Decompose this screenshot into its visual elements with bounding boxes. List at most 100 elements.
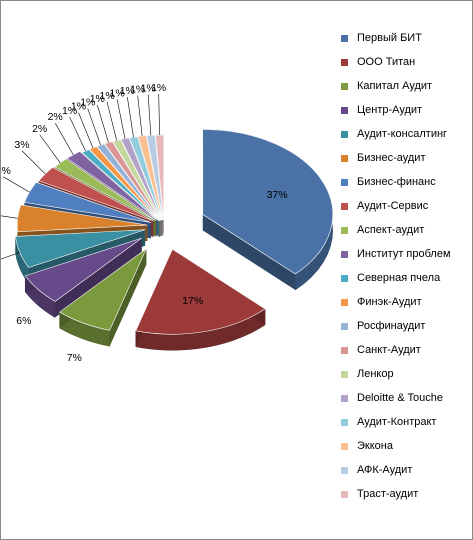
legend-swatch — [341, 491, 348, 498]
legend-label: Капитал Аудит — [357, 80, 433, 92]
legend-item: Финэк-Аудит — [341, 295, 471, 319]
slice-percent-label: 4% — [1, 165, 11, 177]
pie-slice-ооо-титан — [135, 248, 266, 335]
leader-line — [106, 101, 117, 141]
legend-item: Санкт-Аудит — [341, 343, 471, 367]
slice-percent-label: 1% — [141, 83, 156, 95]
pie-slice-финэк-аудит — [88, 146, 160, 222]
leader-line — [158, 94, 160, 136]
legend-label: Северная пчела — [357, 272, 441, 284]
slice-percent-label: 1% — [120, 85, 135, 97]
legend-swatch — [341, 419, 348, 426]
slice-percent-label: 1% — [151, 82, 166, 94]
legend-swatch — [341, 203, 348, 210]
legend-label: Росфинаудит — [357, 320, 426, 332]
legend-item: Аудит-Контракт — [341, 415, 471, 439]
legend-item: Аудит-консалтинг — [341, 127, 471, 151]
slice-tops — [15, 129, 334, 335]
legend-item: Капитал Аудит — [341, 79, 471, 103]
legend-swatch — [341, 371, 348, 378]
slice-labels: 37%17%7%6%6%5%4%3%2%2%1%1%1%1%1%1%1%1%1%… — [1, 82, 288, 364]
leader-line — [116, 99, 126, 139]
slice-percent-label: 1% — [100, 90, 115, 102]
legend-item: Эккона — [341, 439, 471, 463]
pie-slice-санкт-аудит — [104, 141, 161, 221]
pie-slice-аспект-аудит — [54, 158, 156, 221]
legend-item: Росфинаудит — [341, 319, 471, 343]
leader-line — [87, 108, 101, 146]
slice-percent-label: 1% — [130, 84, 145, 96]
legend-item: Аудит-Сервис — [341, 199, 471, 223]
slice-percent-label: 3% — [14, 139, 29, 151]
legend-item: Бизнес-аудит — [341, 151, 471, 175]
legend-item: ООО Титан — [341, 55, 471, 79]
pie-slice-институт-проблем — [66, 151, 158, 221]
legend-label: Первый БИТ — [357, 32, 422, 44]
legend-label: Аудит-Контракт — [357, 416, 437, 428]
slice-percent-label: 1% — [110, 87, 125, 99]
legend-label: Бизнес-аудит — [357, 152, 426, 164]
leader-line — [137, 95, 143, 137]
legend-item: Институт проблем — [341, 247, 471, 271]
legend-label: АФК-Аудит — [357, 464, 413, 476]
legend-label: ООО Титан — [357, 56, 416, 68]
slice-percent-label: 7% — [67, 352, 82, 364]
slice-percent-label: 6% — [16, 315, 31, 327]
legend-label: Санкт-Аудит — [357, 344, 421, 356]
pie-slice-аудит-сервис — [38, 167, 154, 222]
pie-slice-аудит-консалтинг — [15, 229, 146, 268]
legend-swatch — [341, 299, 348, 306]
legend-swatch — [341, 323, 348, 330]
slice-percent-label: 2% — [48, 111, 63, 123]
legend-swatch — [341, 107, 348, 114]
pie-slice-wall — [202, 214, 296, 291]
legend-item: Аспект-аудит — [341, 223, 471, 247]
pie-slice-центр-аудит — [24, 237, 142, 302]
legend-item: Северная пчела — [341, 271, 471, 295]
leader-line — [147, 94, 152, 136]
legend-item: Deloitte & Touche — [341, 391, 471, 415]
legend-swatch — [341, 131, 348, 138]
legend-swatch — [341, 227, 348, 234]
slice-percent-label: 1% — [71, 101, 86, 113]
leader-line — [96, 104, 109, 143]
legend-item: Центр-Аудит — [341, 103, 471, 127]
legend-label: Бизнес-финанс — [357, 176, 436, 188]
legend-swatch — [341, 251, 348, 258]
legend-swatch — [341, 155, 348, 162]
legend-label: Финэк-Аудит — [357, 296, 422, 308]
pie-slice-капитал-аудит — [59, 247, 148, 331]
legend-swatch — [341, 395, 348, 402]
legend-item: АФК-Аудит — [341, 463, 471, 487]
pie-slice-первый-бит — [202, 129, 334, 275]
leader-line — [1, 252, 20, 260]
legend-swatch — [341, 59, 348, 66]
pie-slice-wall — [109, 248, 147, 347]
legend-label: Эккона — [357, 440, 393, 452]
slice-percent-label: 2% — [32, 123, 47, 135]
leader-line — [21, 150, 46, 175]
legend-label: Аудит-консалтинг — [357, 128, 448, 140]
leader-line — [1, 215, 18, 219]
pie-slice-бизнес-финанс — [24, 181, 152, 223]
pie-slice-росфинаудит — [96, 143, 161, 221]
pie-slice-ленкор — [112, 139, 162, 221]
legend-label: Институт проблем — [357, 248, 451, 260]
legend-label: Аудит-Сервис — [357, 200, 429, 212]
legend-label: Deloitte & Touche — [357, 392, 444, 404]
legend-label: Аспект-аудит — [357, 224, 425, 236]
legend-swatch — [341, 443, 348, 450]
slice-percent-label: 1% — [80, 97, 95, 109]
slice-percent-label: 17% — [182, 295, 203, 307]
pie-slice-бизнес-аудит — [16, 204, 148, 233]
leader-line — [39, 134, 61, 164]
leader-line — [127, 97, 134, 138]
legend-item: Ленкор — [341, 367, 471, 391]
legend-label: Центр-Аудит — [357, 104, 423, 116]
legend-swatch — [341, 347, 348, 354]
legend-item: Первый БИТ — [341, 31, 471, 55]
legend-swatch — [341, 275, 348, 282]
legend-swatch — [341, 83, 348, 90]
